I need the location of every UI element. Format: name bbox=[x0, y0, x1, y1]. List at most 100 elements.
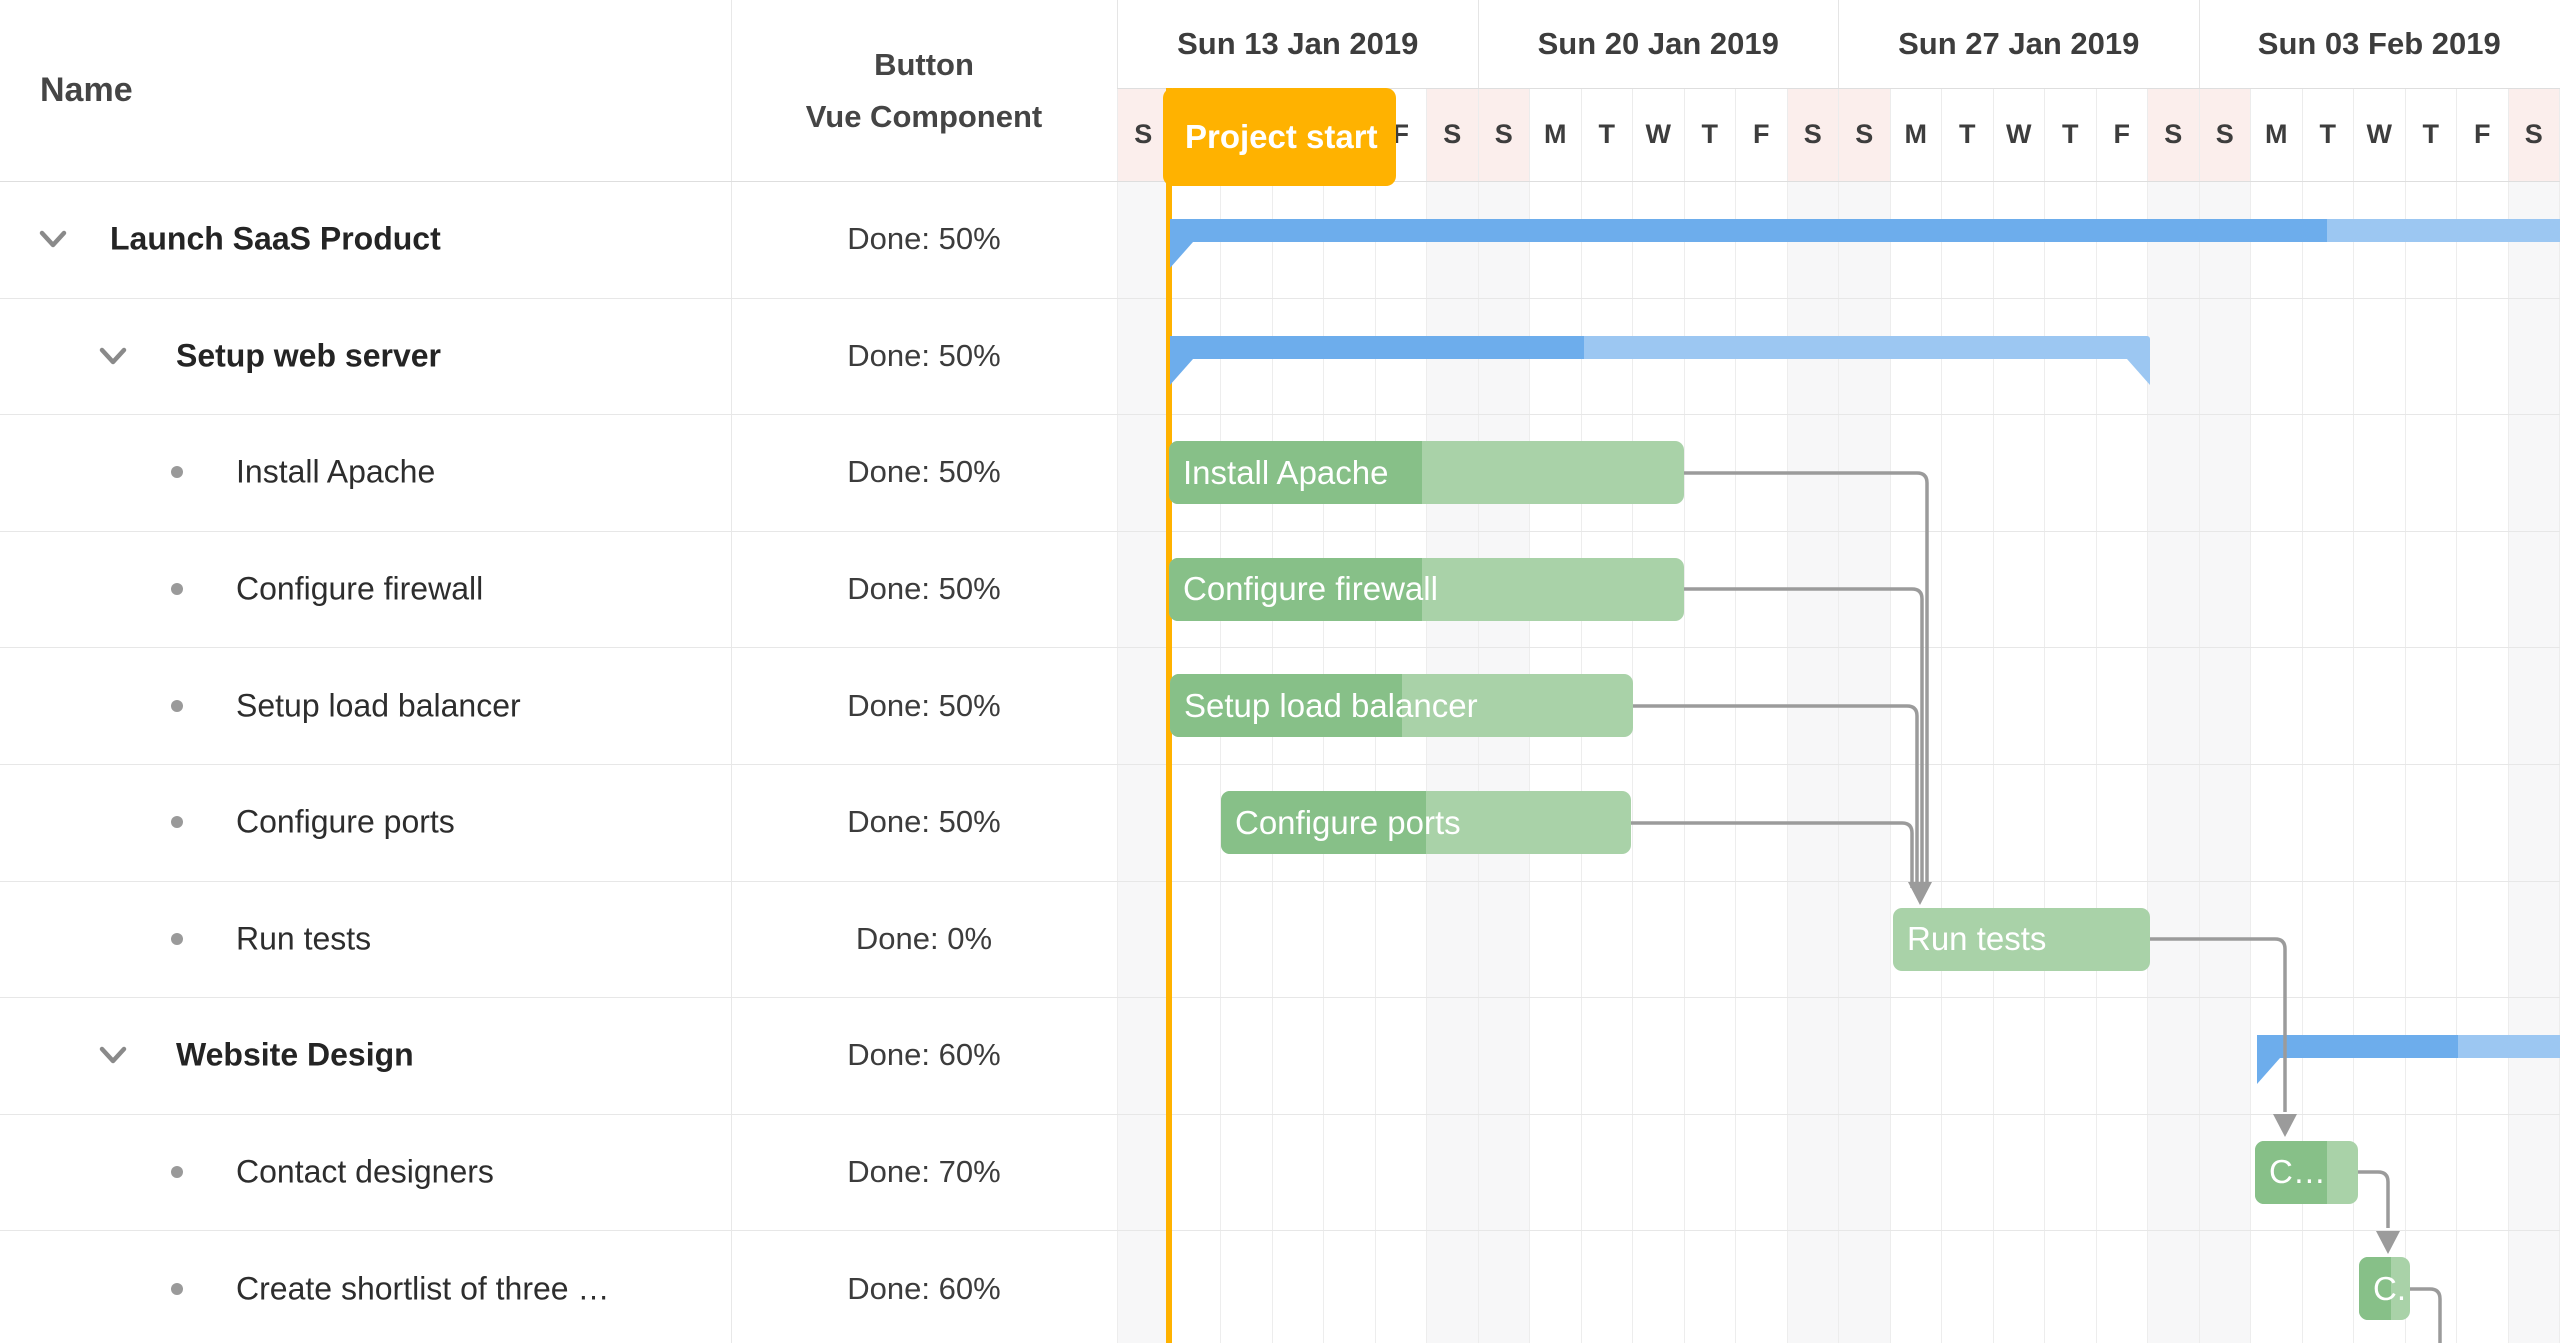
task-row: Website Design Done: 60% bbox=[0, 997, 1117, 1114]
bar-label: Run tests bbox=[1907, 920, 2047, 958]
gantt-task-bar[interactable]: Configure ports bbox=[1221, 791, 1631, 854]
column-divider bbox=[731, 0, 732, 1343]
day-column bbox=[2404, 181, 2457, 1343]
day-column bbox=[1992, 181, 2045, 1343]
gantt-task-bar[interactable]: C… bbox=[2255, 1140, 2358, 1204]
calendar-day-cell: S bbox=[2198, 88, 2250, 181]
calendar-day-cell: F bbox=[2456, 88, 2508, 181]
task-row: Configure ports Done: 50% bbox=[0, 764, 1117, 881]
expander-chevron-icon[interactable] bbox=[98, 1045, 128, 1065]
row-divider bbox=[0, 297, 2560, 299]
task-name: Setup load balancer bbox=[236, 687, 521, 724]
column-header-button: Button Vue Component bbox=[731, 0, 1117, 181]
row-divider bbox=[0, 764, 2560, 765]
task-bullet-icon bbox=[171, 466, 183, 479]
task-bullet-icon bbox=[171, 699, 183, 712]
calendar-day-cell: T bbox=[2404, 88, 2456, 181]
task-progress-cell: Done: 50% bbox=[847, 804, 1001, 840]
day-column bbox=[1117, 181, 1169, 1343]
day-column bbox=[2456, 181, 2508, 1343]
day-column bbox=[1374, 181, 1427, 1343]
calendar-day-cell: S bbox=[2507, 88, 2559, 181]
calendar-day-cell: S bbox=[1426, 88, 1478, 181]
bar-label: C… bbox=[2269, 1153, 2326, 1191]
task-progress-cell: Done: 50% bbox=[847, 454, 1001, 490]
day-column bbox=[2147, 181, 2199, 1343]
calendar-day-cell: T bbox=[1941, 88, 1993, 181]
task-name: Run tests bbox=[236, 920, 372, 957]
calendar-day-cell: T bbox=[1580, 88, 1632, 181]
day-column bbox=[1323, 181, 1375, 1343]
calendar-day-cell: T bbox=[2044, 88, 2096, 181]
gantt-chart: Sun 13 Jan 2019 Sun 20 Jan 2019 Sun 27 Jan… bbox=[1117, 0, 2560, 1343]
day-column bbox=[1271, 181, 1324, 1343]
task-row: Run tests Done: 0% bbox=[0, 881, 1117, 998]
day-column bbox=[1580, 181, 1633, 1343]
day-column bbox=[1477, 181, 1529, 1343]
calendar-day-cell: T bbox=[2301, 88, 2353, 181]
calendar-day-cell: F bbox=[1735, 88, 1787, 181]
task-row: Install Apache Done: 50% bbox=[0, 414, 1117, 531]
task-progress-cell: Done: 50% bbox=[847, 687, 1001, 723]
column-header-name: Name bbox=[40, 71, 133, 109]
gantt-summary-bar[interactable] bbox=[1170, 335, 2150, 359]
task-list-header: Name Button Vue Component bbox=[0, 0, 1117, 181]
calendar-day-cell: S bbox=[1117, 88, 1169, 181]
task-bullet-icon bbox=[171, 1282, 183, 1295]
gantt-summary-bar[interactable] bbox=[2257, 1035, 2560, 1059]
bar-label: Configure firewall bbox=[1183, 570, 1438, 608]
day-column bbox=[1220, 181, 1272, 1343]
bar-label: Setup load balancer bbox=[1184, 686, 1478, 724]
gantt-task-bar[interactable]: Configure firewall bbox=[1169, 557, 1684, 621]
gantt-task-bar[interactable]: Run tests bbox=[1893, 907, 2150, 971]
calendar-day-cell: W bbox=[2353, 88, 2405, 181]
column-header-button-label: Button bbox=[874, 46, 974, 82]
task-name: Create shortlist of three … bbox=[236, 1270, 610, 1307]
bar-label: C. bbox=[2373, 1269, 2406, 1307]
expander-chevron-icon[interactable] bbox=[38, 229, 68, 249]
task-progress-cell: Done: 50% bbox=[847, 337, 1001, 373]
day-column bbox=[1426, 181, 1478, 1343]
gantt-summary-bar[interactable] bbox=[1170, 219, 2560, 242]
task-progress-cell: Done: 50% bbox=[847, 221, 1001, 257]
task-name: Install Apache bbox=[236, 453, 436, 490]
day-column bbox=[2353, 181, 2405, 1343]
task-name: Configure firewall bbox=[236, 570, 484, 607]
bar-notch bbox=[2127, 358, 2150, 385]
row-divider bbox=[0, 414, 2560, 416]
task-progress-cell: Done: 70% bbox=[847, 1154, 1001, 1190]
calendar-day-cell: M bbox=[1529, 88, 1581, 181]
milestone-project-start[interactable]: Project start bbox=[1163, 88, 1396, 186]
calendar-day-cell: S bbox=[1838, 88, 1890, 181]
calendar-week-label: Sun 13 Jan 2019 bbox=[1117, 0, 1478, 88]
gantt-task-bar[interactable]: Setup load balancer bbox=[1170, 674, 1633, 738]
task-name: Website Design bbox=[176, 1036, 414, 1073]
calendar-week-label: Sun 27 Jan 2019 bbox=[1838, 0, 2199, 88]
task-row: Create shortlist of three … Done: 60% bbox=[0, 1230, 1117, 1343]
task-progress-cell: Done: 60% bbox=[847, 1037, 1001, 1073]
task-bullet-icon bbox=[171, 816, 183, 829]
calendar-day-cell: W bbox=[1992, 88, 2044, 181]
gantt-task-bar[interactable]: C. bbox=[2359, 1257, 2410, 1321]
bar-label: Install Apache bbox=[1183, 453, 1389, 491]
calendar-day-cell: S bbox=[1786, 88, 1838, 181]
task-progress-cell: Done: 60% bbox=[847, 1270, 1001, 1306]
task-row: Setup load balancer Done: 50% bbox=[0, 647, 1117, 764]
bar-notch bbox=[2257, 1058, 2280, 1085]
bar-label: Configure ports bbox=[1235, 803, 1461, 841]
bar-notch bbox=[1170, 358, 1193, 385]
day-column bbox=[2301, 181, 2354, 1343]
row-divider bbox=[0, 530, 2560, 532]
calendar-day-cell: W bbox=[1632, 88, 1684, 181]
task-progress-cell: Done: 0% bbox=[855, 920, 993, 956]
day-column bbox=[1941, 181, 1993, 1343]
row-divider bbox=[0, 880, 2560, 882]
task-row: Configure firewall Done: 50% bbox=[0, 531, 1117, 648]
row-divider bbox=[0, 1113, 2560, 1115]
calendar-day-cell: S bbox=[2147, 88, 2199, 181]
calendar-header-divider bbox=[1117, 88, 2560, 89]
gantt-task-bar[interactable]: Install Apache bbox=[1169, 441, 1684, 505]
calendar-day-cell: F bbox=[2095, 88, 2147, 181]
expander-chevron-icon[interactable] bbox=[98, 346, 128, 366]
bar-notch bbox=[1170, 242, 1193, 268]
